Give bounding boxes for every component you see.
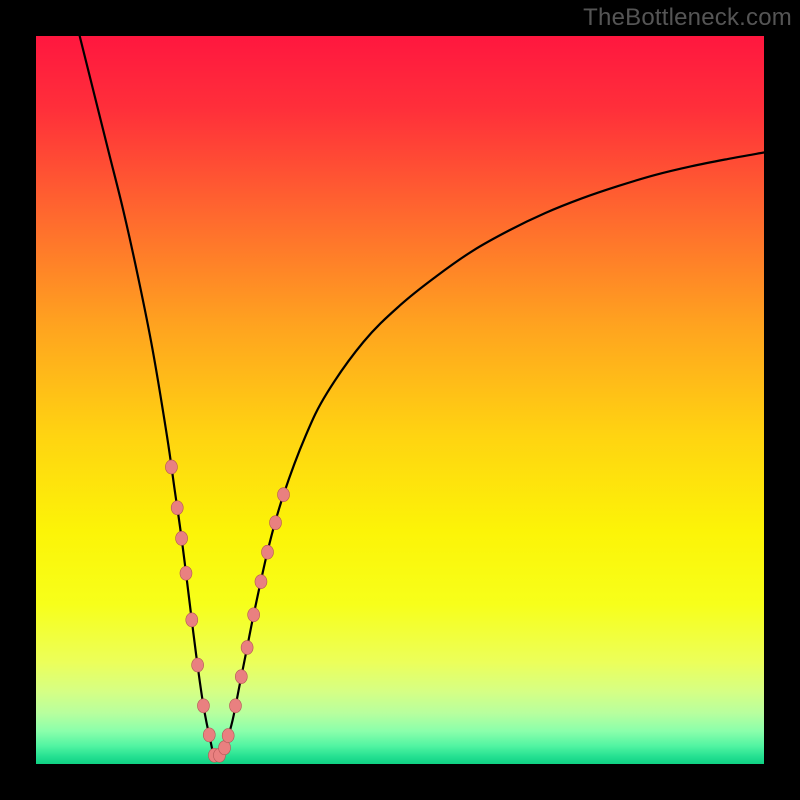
watermark-text: TheBottleneck.com: [583, 4, 792, 32]
plot-background: [36, 36, 764, 764]
curve-marker: [171, 501, 183, 515]
curve-marker: [229, 699, 241, 713]
curve-marker: [165, 460, 177, 474]
curve-marker: [176, 531, 188, 545]
curve-marker: [180, 566, 192, 580]
curve-marker: [222, 729, 234, 743]
curve-marker: [235, 670, 247, 684]
curve-marker: [197, 699, 209, 713]
curve-marker: [186, 613, 198, 627]
curve-marker: [262, 545, 274, 559]
curve-marker: [255, 575, 267, 589]
curve-marker: [203, 728, 215, 742]
bottleneck-chart: [0, 0, 800, 800]
curve-marker: [192, 658, 204, 672]
curve-marker: [241, 641, 253, 655]
chart-container: TheBottleneck.com: [0, 0, 800, 800]
curve-marker: [270, 516, 282, 530]
curve-marker: [248, 608, 260, 622]
curve-marker: [278, 488, 290, 502]
